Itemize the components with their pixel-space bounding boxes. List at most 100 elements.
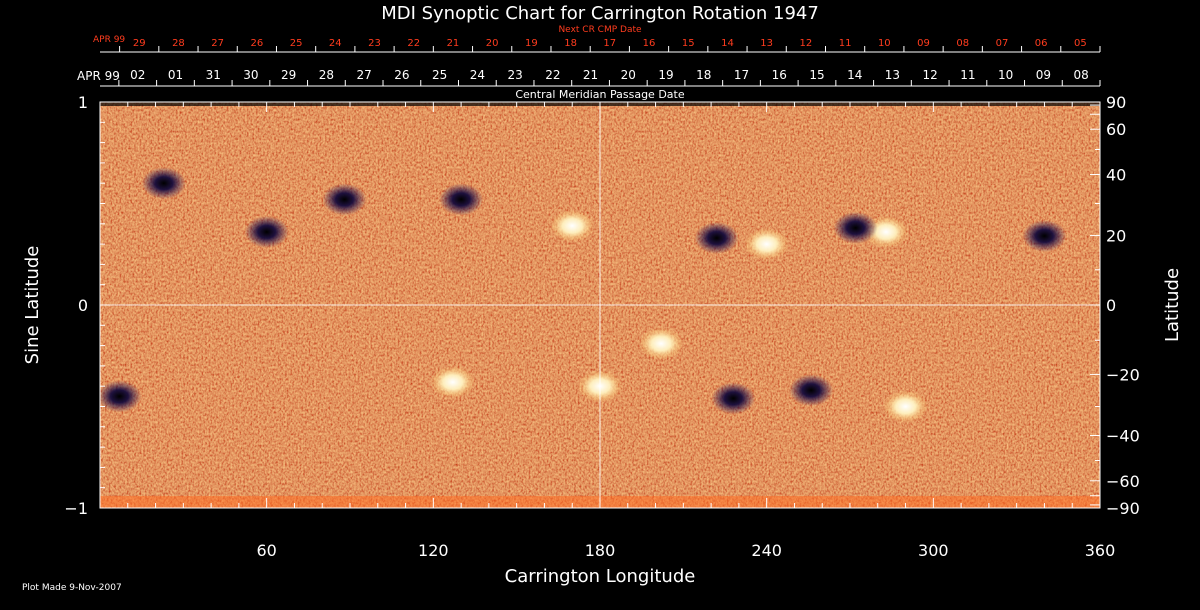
date-label: 25 xyxy=(432,68,447,82)
active-region xyxy=(550,209,595,242)
y-tick-label: 0 xyxy=(78,296,88,315)
date-label: 02 xyxy=(130,68,145,82)
date-label: 07 xyxy=(996,38,1009,49)
date-label: 24 xyxy=(470,68,485,82)
date-label: 12 xyxy=(923,68,938,82)
date-label: 16 xyxy=(772,68,787,82)
cmp-caption: Central Meridian Passage Date xyxy=(515,88,684,101)
longitude-axis: 60 120 180 240 300 360 xyxy=(99,102,1115,560)
x-tick-label: 120 xyxy=(418,541,449,560)
active-region xyxy=(789,374,834,407)
next-cmp-ticks xyxy=(119,46,1101,52)
lat-tick-label: −60 xyxy=(1106,472,1140,491)
date-label: 21 xyxy=(447,38,460,49)
date-label: 26 xyxy=(250,38,263,49)
lat-tick-label: 40 xyxy=(1106,166,1126,185)
next-cmp-day-labels: 29 28 27 26 25 24 23 22 21 20 19 18 17 16 15 14 13 12 11 10… xyxy=(133,38,1087,49)
x-axis-label: Carrington Longitude xyxy=(505,566,696,587)
date-label: 18 xyxy=(696,68,711,82)
active-region xyxy=(833,211,878,244)
active-region xyxy=(883,390,928,423)
lat-tick-label: −20 xyxy=(1106,365,1140,384)
sine-latitude-axis: 1 0 −1 xyxy=(64,93,110,518)
date-label: 17 xyxy=(603,38,616,49)
date-label: 19 xyxy=(658,68,673,82)
date-label: 14 xyxy=(847,68,862,82)
y-tick-label: 1 xyxy=(78,93,88,112)
active-region xyxy=(711,382,756,415)
right-axis-label: Latitude xyxy=(1162,268,1183,342)
chart-title: MDI Synoptic Chart for Carrington Rotati… xyxy=(381,3,819,24)
active-region xyxy=(694,222,739,255)
x-tick-label: 180 xyxy=(585,541,616,560)
date-label: 22 xyxy=(545,68,560,82)
date-label: 19 xyxy=(525,38,538,49)
active-region xyxy=(744,228,789,261)
left-axis-label: Sine Latitude xyxy=(22,246,43,365)
plot-made-note: Plot Made 9-Nov-2007 xyxy=(22,583,122,593)
date-label: 14 xyxy=(721,38,734,49)
date-label: 08 xyxy=(1073,68,1088,82)
active-region xyxy=(141,167,186,200)
date-label: 08 xyxy=(956,38,969,49)
latitude-axis: 90 60 40 20 0 −20 −40 −60 −90 xyxy=(1090,93,1140,518)
y-tick-label: −1 xyxy=(64,499,88,518)
next-cmp-month: APR 99 xyxy=(93,35,125,45)
lat-tick-label: −90 xyxy=(1106,499,1140,518)
next-cmp-caption: Next CR CMP Date xyxy=(558,25,642,35)
date-label: 12 xyxy=(800,38,813,49)
date-label: 11 xyxy=(839,38,852,49)
x-tick-label: 60 xyxy=(256,541,276,560)
date-label: 10 xyxy=(878,38,891,49)
date-label: 24 xyxy=(329,38,342,49)
date-label: 20 xyxy=(486,38,499,49)
date-label: 25 xyxy=(290,38,303,49)
cmp-day-labels: 02 01 31 30 29 28 27 26 25 24 23 22 21 20 19 18 17 16 15 14… xyxy=(130,68,1089,82)
date-label: 09 xyxy=(917,38,930,49)
date-label: 23 xyxy=(507,68,522,82)
date-label: 28 xyxy=(319,68,334,82)
active-region xyxy=(639,327,684,360)
date-label: 05 xyxy=(1074,38,1087,49)
active-region xyxy=(322,183,367,216)
magnetogram-map xyxy=(100,102,1100,508)
date-label: 13 xyxy=(760,38,773,49)
date-label: 22 xyxy=(407,38,420,49)
x-tick-label: 240 xyxy=(751,541,782,560)
active-region xyxy=(244,215,289,248)
lat-tick-label: −40 xyxy=(1106,426,1140,445)
date-label: 10 xyxy=(998,68,1013,82)
x-tick-label: 300 xyxy=(918,541,949,560)
date-label: 30 xyxy=(243,68,258,82)
date-label: 28 xyxy=(172,38,185,49)
date-label: 06 xyxy=(1035,38,1048,49)
date-label: 15 xyxy=(682,38,695,49)
date-label: 21 xyxy=(583,68,598,82)
active-regions xyxy=(100,167,1067,423)
date-label: 27 xyxy=(357,68,372,82)
lat-tick-label: 90 xyxy=(1106,93,1126,112)
date-label: 23 xyxy=(368,38,381,49)
date-label: 17 xyxy=(734,68,749,82)
lat-tick-label: 60 xyxy=(1106,120,1126,139)
date-label: 09 xyxy=(1036,68,1051,82)
date-label: 18 xyxy=(564,38,577,49)
cmp-month: APR 99 xyxy=(77,69,120,83)
date-label: 31 xyxy=(206,68,221,82)
lat-tick-label: 0 xyxy=(1106,296,1116,315)
active-region xyxy=(439,183,484,216)
date-label: 26 xyxy=(394,68,409,82)
active-region xyxy=(1022,219,1067,252)
date-label: 29 xyxy=(133,38,146,49)
date-label: 11 xyxy=(960,68,975,82)
date-label: 20 xyxy=(621,68,636,82)
date-label: 27 xyxy=(211,38,224,49)
date-label: 13 xyxy=(885,68,900,82)
active-region xyxy=(100,380,142,413)
date-label: 15 xyxy=(809,68,824,82)
cmp-ticks xyxy=(118,80,1101,86)
date-label: 01 xyxy=(168,68,183,82)
date-label: 29 xyxy=(281,68,296,82)
active-region xyxy=(430,366,475,399)
lat-tick-label: 20 xyxy=(1106,227,1126,246)
